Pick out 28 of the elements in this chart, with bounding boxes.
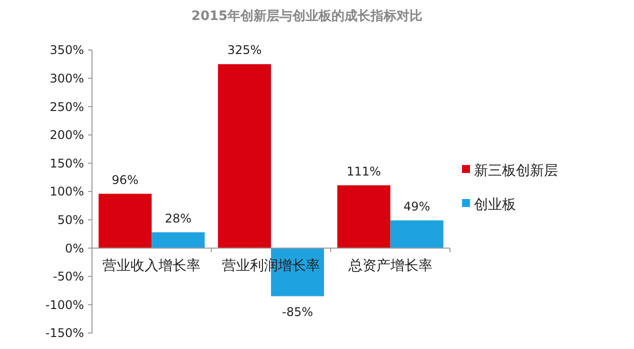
legend-label: 新三板创新层 bbox=[474, 162, 558, 179]
bar bbox=[218, 64, 271, 248]
y-tick-label: 50% bbox=[57, 213, 84, 227]
x-tick-label: 营业收入增长率 bbox=[102, 258, 201, 274]
data-label: 111% bbox=[346, 164, 381, 178]
bar bbox=[152, 232, 205, 248]
x-tick-label: 营业利润增长率 bbox=[222, 258, 320, 274]
y-tick-label: 250% bbox=[50, 100, 84, 114]
y-tick-label: 150% bbox=[50, 156, 84, 170]
y-tick-label: 100% bbox=[50, 184, 84, 199]
y-tick-label: 200% bbox=[50, 128, 84, 142]
data-label: 325% bbox=[227, 43, 262, 58]
y-tick-label: 0% bbox=[64, 241, 84, 256]
y-tick-label: 350% bbox=[50, 43, 84, 58]
data-label: 96% bbox=[112, 172, 138, 187]
bar bbox=[337, 185, 390, 248]
bar bbox=[390, 220, 444, 248]
bar bbox=[98, 194, 152, 248]
y-tick-label: -150% bbox=[45, 326, 84, 340]
y-tick-label: -50% bbox=[52, 270, 84, 284]
y-tick-label: 300% bbox=[50, 72, 84, 86]
chart-title: 2015年创新层与创业板的成长指标对比 bbox=[191, 8, 423, 24]
data-label: 49% bbox=[404, 199, 430, 214]
data-label: 28% bbox=[164, 211, 192, 226]
legend-label: 创业板 bbox=[474, 196, 516, 213]
y-tick-label: -100% bbox=[45, 298, 84, 312]
x-tick-label: 总资产增长率 bbox=[347, 258, 432, 274]
data-label: -85% bbox=[282, 305, 314, 320]
